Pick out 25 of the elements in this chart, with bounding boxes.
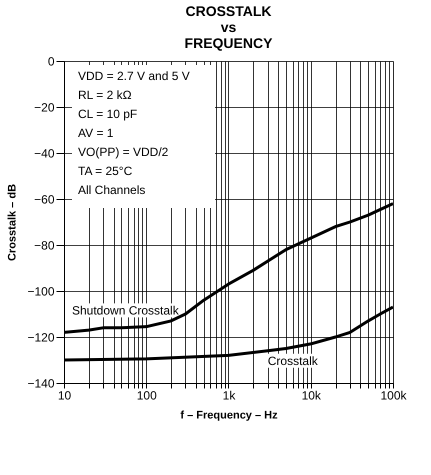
- annotation: RL = 2 kΩ: [78, 88, 132, 102]
- y-tick-label: −120: [27, 330, 55, 344]
- chart-title: CROSSTALK vs FREQUENCY: [184, 3, 274, 51]
- annotation: VO(PP) = VDD/2: [78, 145, 169, 159]
- annotation: VDD = 2.7 V and 5 V: [78, 69, 190, 83]
- y-tick-label: −40: [34, 146, 55, 160]
- y-tick-label: −100: [27, 284, 55, 298]
- y-axis-title: Crosstalk – dB: [6, 184, 18, 262]
- y-tick-label: −60: [34, 192, 55, 206]
- series-label: Shutdown Crosstalk: [72, 303, 180, 318]
- y-tick-label: −20: [34, 100, 55, 114]
- y-tick-label: 0: [48, 54, 55, 68]
- x-tick-label: 1k: [222, 388, 236, 402]
- x-tick-label: 100: [136, 388, 158, 402]
- y-tick-label: −140: [27, 376, 55, 390]
- annotation: All Channels: [78, 183, 146, 197]
- x-tick-label: 10k: [302, 388, 322, 402]
- annotation: AV = 1: [78, 126, 114, 140]
- x-tick-label: 10: [58, 388, 72, 402]
- series-label: Crosstalk: [268, 354, 319, 368]
- annotation: TA = 25°C: [78, 164, 133, 178]
- x-axis-title: f – Frequency – Hz: [180, 410, 278, 422]
- annotation: CL = 10 pF: [78, 107, 138, 121]
- x-tick-label: 100k: [380, 388, 408, 402]
- y-tick-label: −80: [34, 238, 55, 252]
